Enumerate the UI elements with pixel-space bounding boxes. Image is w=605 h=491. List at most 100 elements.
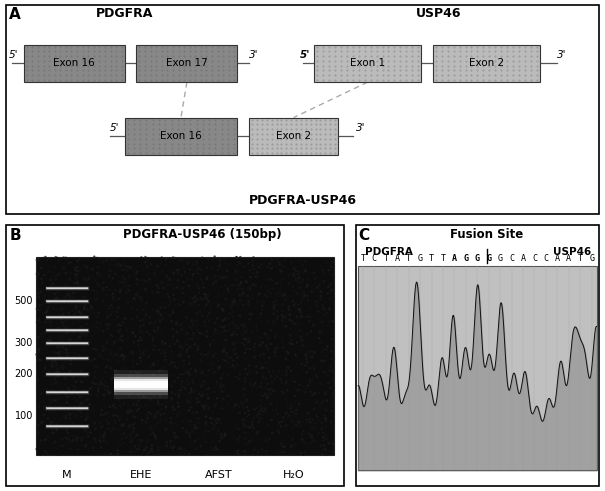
Point: [73, 280, 82, 288]
Point: [140, 445, 150, 453]
Point: [93, 392, 102, 400]
Point: [132, 431, 142, 439]
Point: [116, 263, 125, 271]
Point: [207, 419, 217, 427]
Point: [145, 319, 155, 327]
Point: [278, 263, 287, 271]
Point: [224, 326, 234, 334]
Point: [128, 397, 137, 405]
Point: [106, 331, 116, 339]
Point: [281, 366, 291, 374]
Point: [99, 355, 108, 362]
Point: [96, 443, 106, 451]
Point: [45, 392, 54, 400]
Point: [276, 411, 286, 419]
Point: [278, 300, 288, 308]
Point: [215, 381, 225, 389]
Point: [67, 285, 76, 293]
Point: [80, 394, 90, 402]
Point: [135, 277, 145, 285]
Point: [234, 409, 243, 416]
Point: [219, 382, 229, 389]
Point: [168, 254, 178, 262]
Point: [190, 300, 200, 308]
Point: [295, 292, 305, 300]
Point: [76, 332, 85, 340]
Point: [319, 283, 329, 291]
Point: [201, 332, 211, 340]
Point: [151, 421, 160, 429]
Point: [45, 312, 55, 320]
Point: [103, 383, 113, 391]
Point: [217, 370, 227, 378]
Point: [70, 264, 79, 272]
Point: [155, 318, 165, 326]
Point: [285, 339, 295, 347]
Point: [182, 348, 191, 356]
Point: [110, 297, 119, 304]
Point: [254, 264, 264, 272]
Point: [214, 254, 223, 262]
Point: [127, 272, 137, 279]
Point: [284, 382, 294, 389]
Point: [216, 382, 226, 390]
Point: [116, 352, 125, 360]
Point: [185, 389, 194, 397]
Point: [126, 402, 136, 410]
Point: [67, 438, 77, 446]
Point: [256, 351, 266, 359]
Point: [138, 316, 148, 324]
Point: [231, 364, 240, 372]
Point: [266, 289, 275, 297]
Point: [244, 361, 254, 369]
Bar: [114, 377, 168, 392]
Point: [55, 403, 65, 411]
Point: [249, 265, 258, 273]
Point: [39, 350, 48, 357]
Point: [121, 282, 131, 290]
Point: [34, 293, 44, 301]
Point: [255, 333, 264, 341]
Point: [249, 253, 258, 261]
Point: [305, 348, 315, 355]
Point: [238, 429, 248, 437]
Point: [70, 279, 80, 287]
Point: [206, 302, 215, 310]
Point: [271, 264, 281, 272]
Point: [188, 316, 197, 324]
Point: [232, 325, 242, 333]
Point: [251, 446, 261, 454]
Point: [111, 270, 120, 278]
Point: [247, 421, 257, 429]
Text: 5': 5': [110, 123, 119, 133]
Point: [108, 304, 117, 312]
Point: [248, 451, 258, 459]
Point: [187, 389, 197, 397]
Point: [53, 421, 62, 429]
Point: [183, 445, 192, 453]
Point: [106, 425, 116, 433]
Point: [157, 312, 166, 320]
Point: [98, 305, 108, 313]
Point: [146, 431, 156, 438]
Point: [301, 383, 311, 391]
Point: [240, 391, 249, 399]
Point: [295, 306, 305, 314]
Point: [141, 286, 151, 294]
Point: [218, 291, 228, 299]
Point: [323, 290, 333, 298]
Point: [67, 389, 76, 397]
Point: [201, 289, 211, 297]
Point: [144, 352, 154, 360]
Point: [131, 440, 141, 448]
Point: [157, 324, 167, 332]
Point: [252, 428, 262, 436]
Point: [311, 410, 321, 418]
Point: [240, 418, 249, 426]
Point: [238, 415, 248, 423]
Point: [287, 292, 297, 300]
Point: [257, 316, 266, 324]
Point: [272, 279, 281, 287]
Point: [249, 446, 259, 454]
Point: [278, 344, 288, 352]
